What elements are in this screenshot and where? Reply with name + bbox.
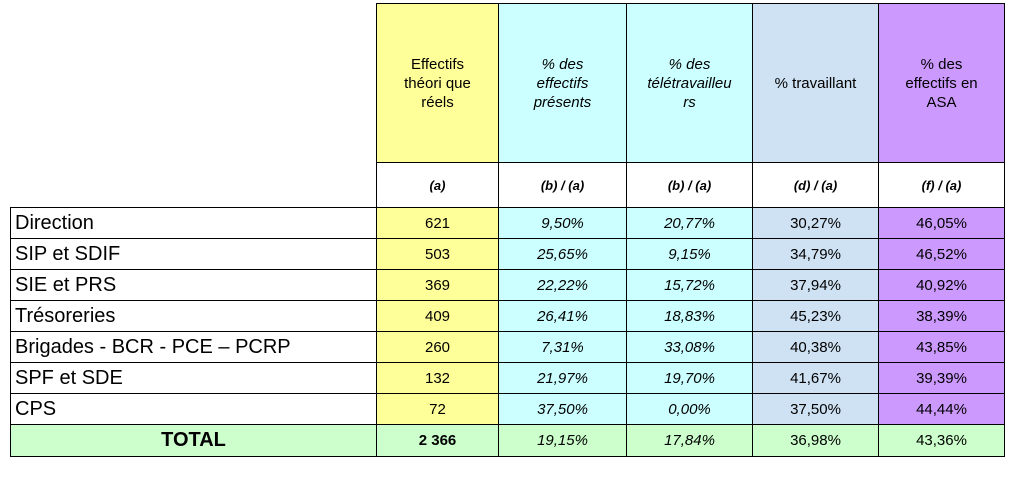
row-label: Direction: [10, 207, 377, 239]
table-cell: 260: [376, 331, 499, 363]
staff-table: Effectifs théori que réels % des effectifs p…: [10, 3, 1005, 457]
table-cell: 18,83%: [626, 300, 753, 332]
table-cell: 72: [376, 393, 499, 425]
header-row: Effectifs théori que réels % des effectifs p…: [10, 3, 1005, 163]
total-cell: 19,15%: [498, 424, 627, 457]
table-cell: 621: [376, 207, 499, 239]
table-cell: 33,08%: [626, 331, 753, 363]
table-cell: 26,41%: [498, 300, 627, 332]
col-header-asa: % des effectifs en ASA: [878, 3, 1005, 163]
corner-blank: [10, 3, 377, 163]
table-cell: 21,97%: [498, 362, 627, 394]
table-cell: 9,50%: [498, 207, 627, 239]
table-row: SIP et SDIF 503 25,65% 9,15% 34,79% 46,52%: [10, 238, 1005, 270]
total-cell: 17,84%: [626, 424, 753, 457]
table-cell: 19,70%: [626, 362, 753, 394]
col-header-teletravailleurs: % des télétravailleu rs: [626, 3, 753, 163]
table-cell: 46,05%: [878, 207, 1005, 239]
row-label: Trésoreries: [10, 300, 377, 332]
row-label: SPF et SDE: [10, 362, 377, 394]
table-cell: 38,39%: [878, 300, 1005, 332]
formula-cell: (b) / (a): [498, 162, 627, 208]
formula-cell: (b) / (a): [626, 162, 753, 208]
row-label: SIP et SDIF: [10, 238, 377, 270]
table-cell: 30,27%: [752, 207, 879, 239]
table-row: SIE et PRS 369 22,22% 15,72% 37,94% 40,92%: [10, 269, 1005, 301]
table-cell: 503: [376, 238, 499, 270]
table-cell: 37,50%: [498, 393, 627, 425]
table-cell: 37,50%: [752, 393, 879, 425]
table-cell: 37,94%: [752, 269, 879, 301]
total-label: TOTAL: [10, 424, 377, 457]
table-cell: 44,44%: [878, 393, 1005, 425]
table-row: CPS 72 37,50% 0,00% 37,50% 44,44%: [10, 393, 1005, 425]
row-label: CPS: [10, 393, 377, 425]
table-row: SPF et SDE 132 21,97% 19,70% 41,67% 39,39%: [10, 362, 1005, 394]
col-header-travaillant: % travaillant: [752, 3, 879, 163]
table-row: Direction 621 9,50% 20,77% 30,27% 46,05%: [10, 207, 1005, 239]
table-cell: 40,92%: [878, 269, 1005, 301]
table-cell: 7,31%: [498, 331, 627, 363]
total-row: TOTAL 2 366 19,15% 17,84% 36,98% 43,36%: [10, 424, 1005, 457]
table-cell: 9,15%: [626, 238, 753, 270]
total-cell: 43,36%: [878, 424, 1005, 457]
row-label: SIE et PRS: [10, 269, 377, 301]
table-cell: 34,79%: [752, 238, 879, 270]
table-cell: 409: [376, 300, 499, 332]
formula-cell: (a): [376, 162, 499, 208]
formula-cell: (f) / (a): [878, 162, 1005, 208]
col-header-presents: % des effectifs présents: [498, 3, 627, 163]
formula-row: (a) (b) / (a) (b) / (a) (d) / (a) (f) / …: [10, 162, 1005, 208]
table-cell: 15,72%: [626, 269, 753, 301]
table-row: Trésoreries 409 26,41% 18,83% 45,23% 38,39%: [10, 300, 1005, 332]
table-cell: 45,23%: [752, 300, 879, 332]
table-cell: 41,67%: [752, 362, 879, 394]
table-row: Brigades - BCR - PCE – PCRP 260 7,31% 33,08…: [10, 331, 1005, 363]
table-cell: 20,77%: [626, 207, 753, 239]
table-cell: 43,85%: [878, 331, 1005, 363]
table-cell: 0,00%: [626, 393, 753, 425]
col-header-effectifs: Effectifs théori que réels: [376, 3, 499, 163]
total-cell: 36,98%: [752, 424, 879, 457]
table-cell: 132: [376, 362, 499, 394]
table-cell: 25,65%: [498, 238, 627, 270]
formula-blank: [10, 162, 377, 208]
table-cell: 22,22%: [498, 269, 627, 301]
row-label: Brigades - BCR - PCE – PCRP: [10, 331, 377, 363]
table-cell: 39,39%: [878, 362, 1005, 394]
total-cell: 2 366: [376, 424, 499, 457]
table-cell: 369: [376, 269, 499, 301]
formula-cell: (d) / (a): [752, 162, 879, 208]
table-cell: 46,52%: [878, 238, 1005, 270]
table-cell: 40,38%: [752, 331, 879, 363]
